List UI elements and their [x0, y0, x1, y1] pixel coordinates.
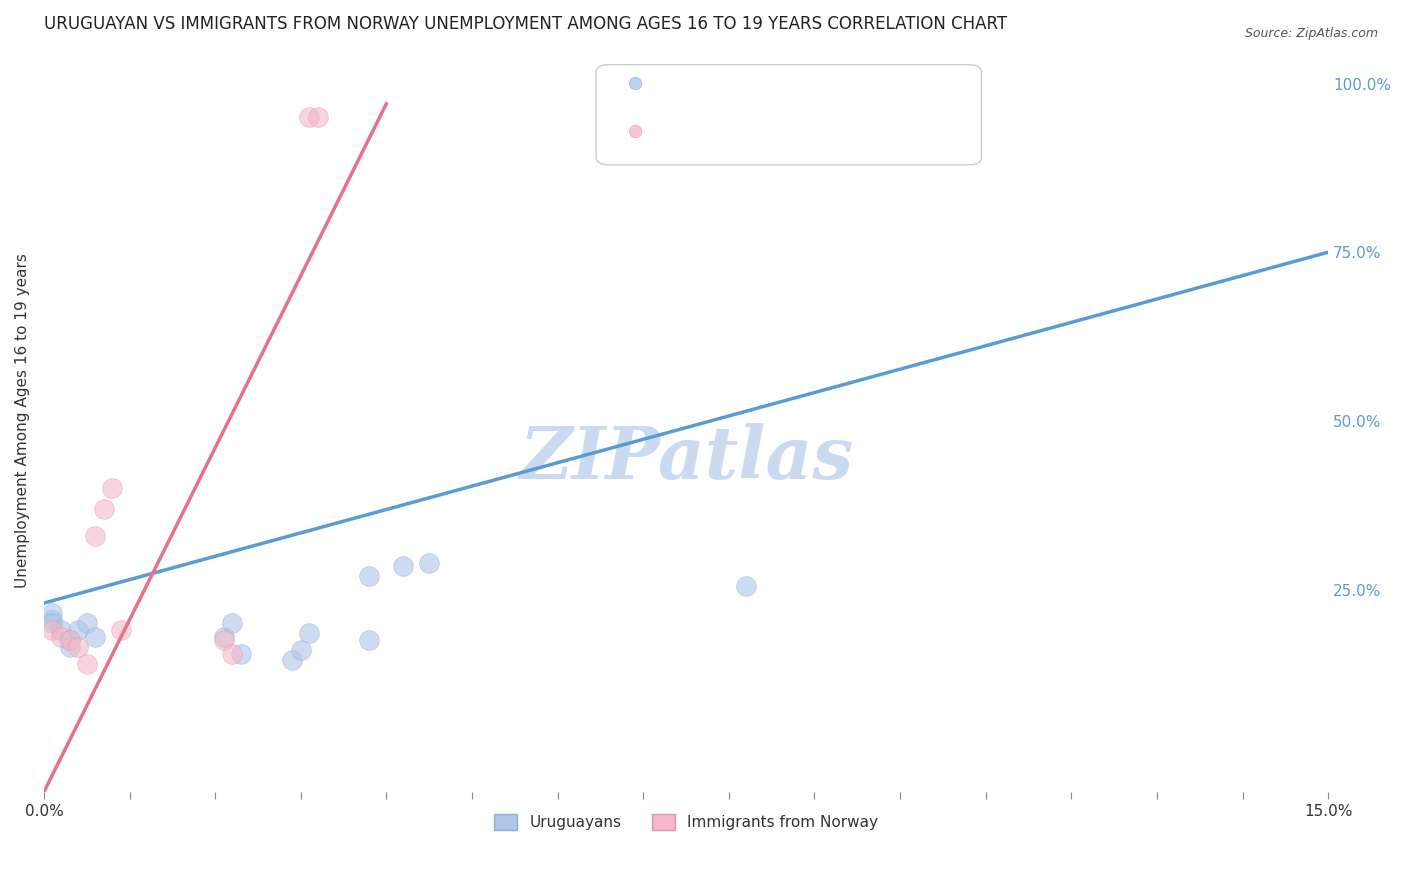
Point [110, 623, 132, 637]
Text: R = 0.322   N = 20: R = 0.322 N = 20 [666, 72, 811, 87]
Point [41, 623, 63, 637]
Point [359, 633, 381, 648]
Point [84, 630, 107, 644]
Text: R = 0.715   N = 13: R = 0.715 N = 13 [666, 120, 811, 136]
Legend: Uruguayans, Immigrants from Norway: Uruguayans, Immigrants from Norway [488, 808, 884, 837]
Point [41, 616, 63, 631]
Point [58, 633, 80, 648]
Point [221, 647, 243, 661]
Point [298, 111, 321, 125]
Point [101, 481, 124, 495]
Point [67, 623, 90, 637]
Point [84, 528, 107, 542]
Point [359, 569, 381, 583]
Point [229, 647, 252, 661]
Point [212, 633, 235, 648]
Point [418, 556, 440, 570]
Point [93, 501, 115, 516]
Point [298, 626, 321, 640]
Point [49, 623, 72, 637]
Point [41, 606, 63, 620]
Point [735, 579, 758, 593]
Point [58, 640, 80, 654]
Text: Source: ZipAtlas.com: Source: ZipAtlas.com [1244, 27, 1378, 40]
Point [281, 653, 304, 667]
Point [67, 640, 90, 654]
Point [49, 630, 72, 644]
Point [76, 657, 98, 671]
Y-axis label: Unemployment Among Ages 16 to 19 years: Unemployment Among Ages 16 to 19 years [15, 253, 30, 589]
Text: URUGUAYAN VS IMMIGRANTS FROM NORWAY UNEMPLOYMENT AMONG AGES 16 TO 19 YEARS CORRE: URUGUAYAN VS IMMIGRANTS FROM NORWAY UNEM… [44, 15, 1007, 33]
Point [41, 613, 63, 627]
Point [392, 558, 415, 573]
Point [58, 633, 80, 648]
Point [307, 111, 329, 125]
Point [76, 616, 98, 631]
Text: ZIPatlas: ZIPatlas [519, 423, 853, 493]
Point [290, 643, 312, 657]
Point [221, 616, 243, 631]
FancyBboxPatch shape [596, 65, 981, 165]
Point [212, 630, 235, 644]
